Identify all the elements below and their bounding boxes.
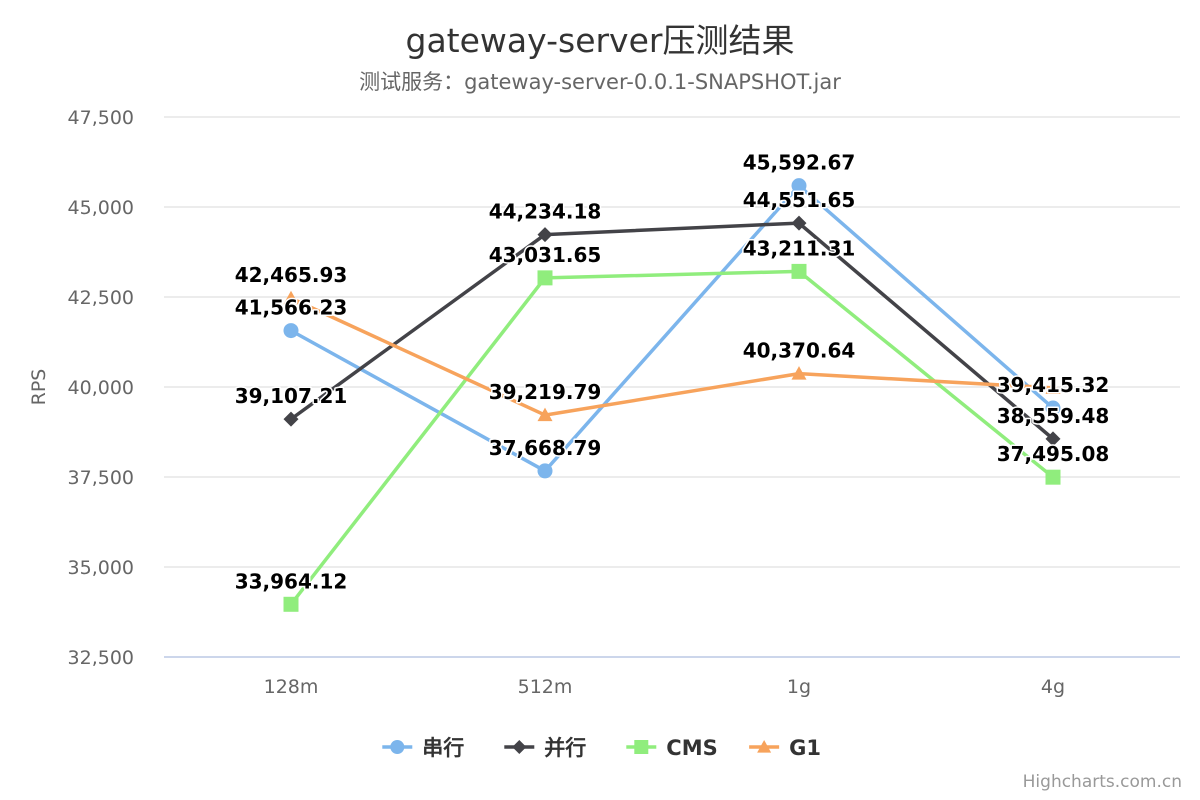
y-tick-label: 32,500	[68, 647, 134, 669]
data-label-halo: 37,668.79	[489, 436, 602, 460]
credits-link[interactable]: Highcharts.com.cn	[1022, 772, 1182, 792]
data-label-halo: 39,415.32	[997, 373, 1110, 397]
data-label-halo: 41,566.23	[235, 296, 348, 320]
legend-label: CMS	[666, 736, 717, 760]
data-label-halo: 37,495.08	[997, 442, 1110, 466]
data-label: 44,551.65	[743, 188, 856, 212]
data-label: 42,465.93	[235, 263, 348, 287]
data-point[interactable]	[1045, 400, 1061, 416]
data-label-halo: 39,219.79	[489, 380, 602, 404]
legend-symbol[interactable]	[757, 740, 772, 753]
data-labels: 41,566.2341,566.2337,668.7937,668.7945,5…	[233, 149, 1111, 595]
legend: 串行 并行 CMS G1	[382, 736, 821, 760]
x-tick-label: 1g	[787, 676, 811, 698]
chart-title: gateway-server压测结果	[405, 21, 795, 60]
data-point[interactable]	[791, 215, 807, 231]
y-tick-label: 47,500	[68, 107, 134, 129]
chart-subtitle: 测试服务：gateway-server-0.0.1-SNAPSHOT.jar	[359, 70, 841, 94]
series-line-1[interactable]	[289, 221, 1055, 441]
data-label: 39,107.21	[235, 384, 348, 408]
data-point[interactable]	[1045, 431, 1061, 447]
data-label-halo: 33,964.12	[235, 569, 348, 593]
legend-label: G1	[789, 736, 821, 760]
data-label-halo: 43,031.65	[489, 243, 602, 267]
legend-symbol[interactable]	[512, 740, 527, 754]
data-point[interactable]	[537, 407, 553, 422]
y-axis: 32,500 35,000 37,500 40,000 42,500 45,000 47,5…	[28, 107, 134, 669]
data-point[interactable]	[1045, 469, 1061, 485]
legend-item-0[interactable]: 串行	[382, 736, 464, 760]
legend-label: 串行	[422, 736, 464, 760]
legend-item-1[interactable]: 并行	[504, 736, 586, 760]
data-point[interactable]	[283, 323, 299, 339]
data-point[interactable]	[791, 178, 807, 194]
data-point[interactable]	[283, 290, 299, 305]
legend-symbol[interactable]	[390, 740, 405, 754]
series-line-3[interactable]	[289, 296, 1055, 417]
series-line-2[interactable]	[289, 269, 1055, 607]
x-tick-label: 4g	[1041, 676, 1065, 698]
data-point[interactable]	[791, 366, 807, 380]
data-label-halo: 45,592.67	[743, 151, 856, 175]
data-label: 40,370.64	[743, 339, 856, 363]
data-point[interactable]	[283, 411, 299, 427]
legend-symbol[interactable]	[634, 740, 649, 754]
data-point[interactable]	[537, 227, 553, 243]
data-label: 33,964.12	[235, 569, 348, 593]
data-label: 37,495.08	[997, 442, 1110, 466]
legend-item-3[interactable]: G1	[749, 736, 821, 760]
data-label: 41,566.23	[235, 296, 348, 320]
data-label-halo: 44,551.65	[743, 188, 856, 212]
data-label: 43,211.31	[743, 236, 856, 260]
data-label-halo: 44,234.18	[489, 200, 602, 224]
x-tick-label: 128m	[264, 676, 319, 698]
legend-item-2[interactable]: CMS	[626, 736, 718, 760]
data-label-halo: 39,107.21	[235, 384, 348, 408]
data-label: 44,234.18	[489, 200, 602, 224]
data-label-halo: 43,211.31	[743, 236, 856, 260]
y-tick-label: 40,000	[68, 377, 134, 399]
data-label: 38,559.48	[997, 404, 1110, 428]
data-point[interactable]	[537, 270, 553, 286]
series-line-0[interactable]	[289, 183, 1055, 473]
series-markers	[283, 178, 1061, 612]
data-point[interactable]	[283, 596, 299, 612]
series-lines	[289, 183, 1055, 607]
y-tick-label: 45,000	[68, 197, 134, 219]
data-label-halo: 42,465.93	[235, 263, 348, 287]
data-label: 37,668.79	[489, 436, 602, 460]
data-point[interactable]	[1045, 380, 1061, 394]
data-label: 39,415.32	[997, 373, 1110, 397]
data-label: 45,592.67	[743, 151, 856, 175]
data-point[interactable]	[791, 263, 807, 279]
data-label-halo: 38,559.48	[997, 404, 1110, 428]
legend-label: 并行	[544, 736, 586, 760]
x-axis: 128m 512m 1g 4g	[264, 676, 1065, 698]
data-label: 43,031.65	[489, 243, 602, 267]
y-axis-title: RPS	[28, 369, 50, 406]
y-tick-label: 42,500	[68, 287, 134, 309]
y-tick-label: 35,000	[68, 557, 134, 579]
data-point[interactable]	[537, 463, 553, 479]
x-tick-label: 512m	[518, 676, 573, 698]
y-tick-label: 37,500	[68, 467, 134, 489]
data-label: 39,219.79	[489, 380, 602, 404]
data-label-halo: 40,370.64	[743, 339, 856, 363]
